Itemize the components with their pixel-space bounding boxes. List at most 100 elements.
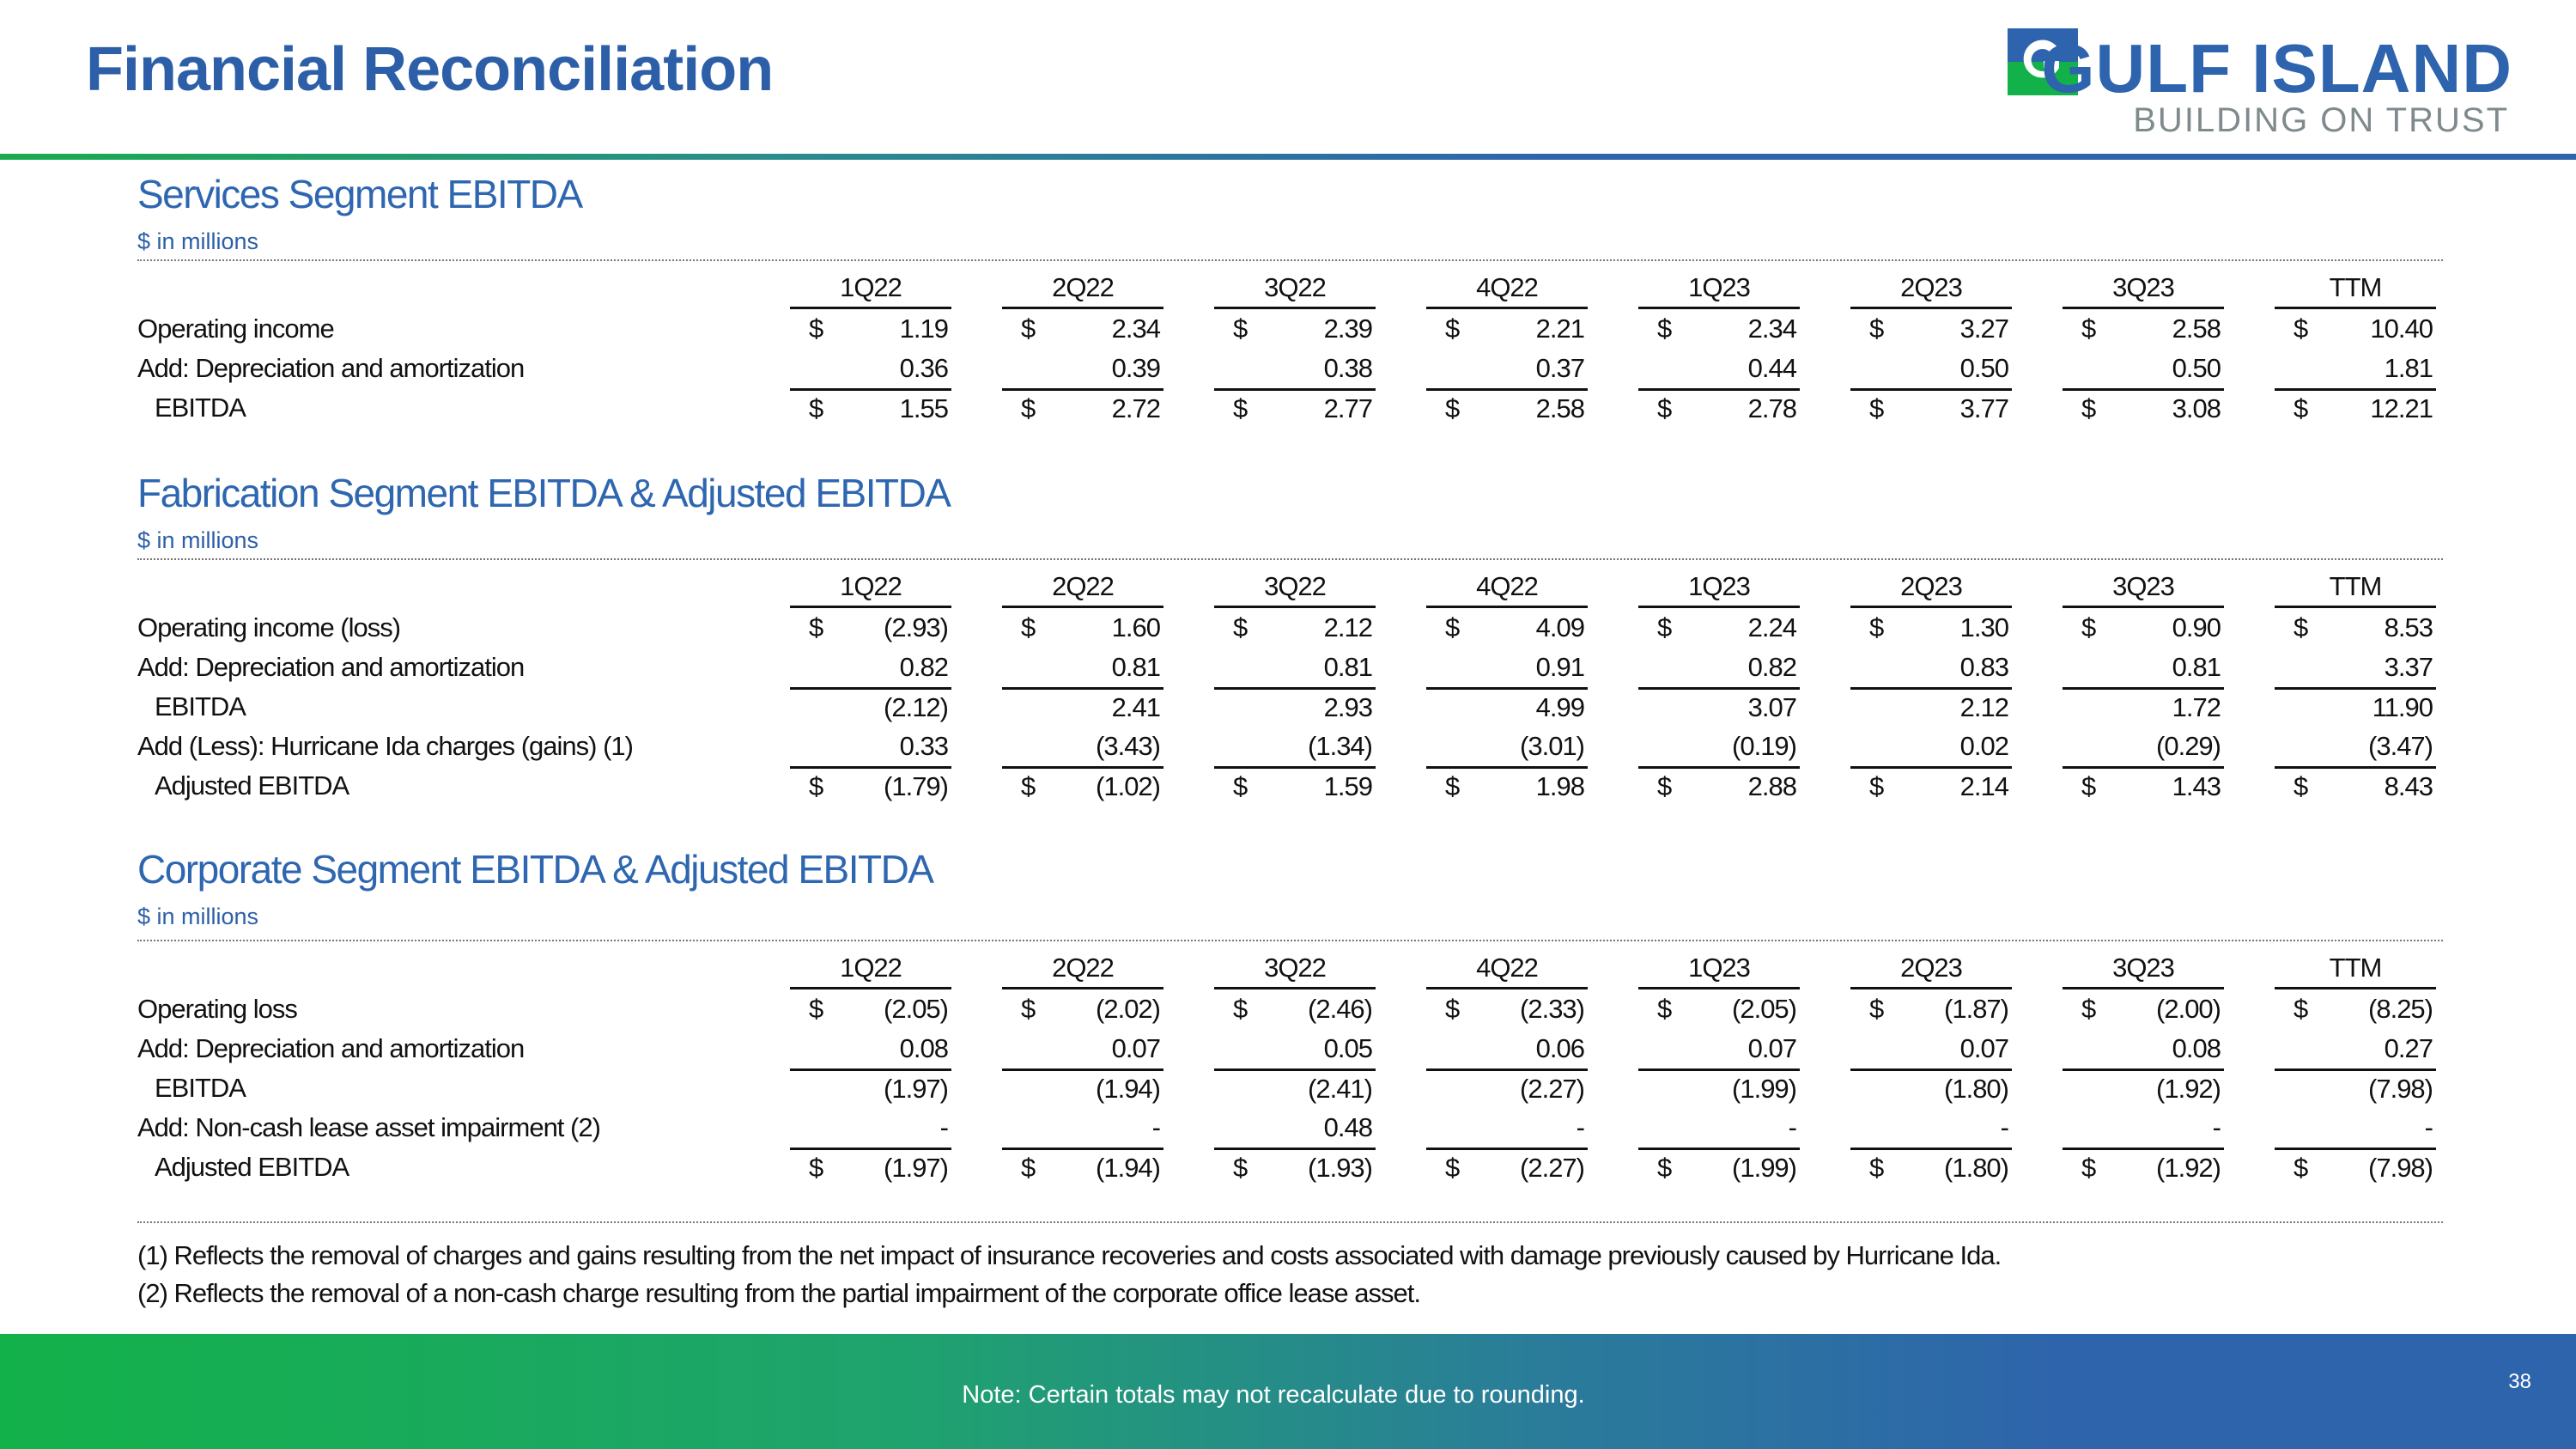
currency-symbol: $	[1869, 393, 1884, 423]
row-label: EBITDA	[155, 393, 246, 423]
cell-value: 0.38	[1323, 353, 1373, 383]
value-cell: $2.88	[1638, 766, 1800, 806]
value-cell: (1.34)	[1214, 727, 1376, 766]
table-row: Adjusted EBITDA $ (1.97) $ (1.94) $ (1.93) $ (2.…	[0, 1148, 2576, 1187]
table-row: Add (Less): Hurricane Ida charges (gains…	[0, 727, 2576, 766]
column-header: 3Q23	[2063, 947, 2224, 989]
currency-symbol: $	[2081, 771, 2096, 801]
row-label: Add: Depreciation and amortization	[137, 353, 525, 383]
value-cell: (2.12)	[790, 687, 951, 727]
currency-symbol: $	[1021, 314, 1036, 344]
cell-value: 2.93	[1323, 692, 1373, 722]
value-cell: 0.91	[1426, 648, 1588, 687]
value-cell: $ (1.99)	[1638, 1148, 1800, 1187]
cell-value: 1.43	[2172, 771, 2221, 801]
table-row: Add: Depreciation and amortization 0.08 0.…	[0, 1029, 2576, 1068]
value-cell: $ (8.25)	[2275, 989, 2436, 1029]
cell-value: 0.81	[1323, 652, 1373, 682]
cell-value: 0.81	[2172, 652, 2221, 682]
currency-symbol: $	[1869, 314, 1884, 344]
table-row: Add: Depreciation and amortization 0.82 0.…	[0, 648, 2576, 687]
cell-value: 0.91	[1535, 652, 1585, 682]
cell-value: (1.94)	[1096, 1153, 1161, 1183]
value-cell: $2.58	[1426, 388, 1588, 428]
value-cell: 4.99	[1426, 687, 1588, 727]
cell-value: 0.90	[2172, 612, 2221, 642]
currency-symbol: $	[1021, 1153, 1036, 1183]
currency-symbol: $	[2081, 393, 2096, 423]
cell-value: 1.19	[899, 314, 949, 344]
currency-symbol: $	[809, 994, 823, 1024]
currency-symbol: $	[2293, 393, 2308, 423]
table-row: Add: Non-cash lease asset impairment (2)…	[0, 1108, 2576, 1148]
cell-value: 2.77	[1323, 393, 1373, 423]
value-cell: $1.19	[790, 309, 951, 349]
row-label: Operating loss	[137, 994, 298, 1024]
logo-name: GULF ISLAND	[2041, 30, 2512, 107]
cell-value: 1.30	[1959, 612, 2009, 642]
table-row: EBITDA (2.12) 2.41 2.93 4.99 3.07 2.12 1.72 11.9…	[0, 687, 2576, 727]
cell-value: 2.12	[1959, 692, 2009, 722]
value-cell: $ (7.98)	[2275, 1148, 2436, 1187]
currency-symbol: $	[1869, 771, 1884, 801]
value-cell: $2.24	[1638, 608, 1800, 648]
value-cell: 2.12	[1850, 687, 2012, 727]
cell-value: 0.07	[1111, 1033, 1161, 1063]
value-cell: 0.48	[1214, 1108, 1376, 1148]
gulf-island-logo-icon	[2008, 28, 2078, 95]
value-cell: $ (2.93)	[790, 608, 951, 648]
value-cell: 0.82	[1638, 648, 1800, 687]
currency-symbol: $	[2293, 771, 2308, 801]
cell-value: 0.06	[1535, 1033, 1585, 1063]
logo-tagline: BUILDING ON TRUST	[2133, 101, 2509, 139]
value-cell: 0.37	[1426, 349, 1588, 388]
value-cell: (3.47)	[2275, 727, 2436, 766]
cell-value: 1.55	[899, 393, 949, 423]
value-cell: $0.90	[2063, 608, 2224, 648]
cell-value: 0.07	[1747, 1033, 1797, 1063]
footer-band: Note: Certain totals may not recalculate…	[0, 1334, 2576, 1449]
value-cell: 0.83	[1850, 648, 2012, 687]
cell-value: 0.02	[1959, 731, 2009, 761]
cell-value: 2.88	[1747, 771, 1797, 801]
value-cell: $ (2.02)	[1002, 989, 1163, 1029]
cell-value: (3.01)	[1520, 731, 1585, 761]
rounding-note: Note: Certain totals may not recalculate…	[962, 1381, 1585, 1409]
value-cell: $1.98	[1426, 766, 1588, 806]
row-label: Adjusted EBITDA	[155, 1152, 349, 1182]
value-cell: $3.77	[1850, 388, 2012, 428]
value-cell: 0.81	[2063, 648, 2224, 687]
cell-value: 1.59	[1323, 771, 1373, 801]
column-header-row: 1Q22 2Q22 3Q22 4Q22 1Q23 2Q23 3Q23 TTM	[0, 947, 2576, 989]
currency-symbol: $	[1445, 771, 1460, 801]
value-cell: $ (2.05)	[790, 989, 951, 1029]
value-cell: (1.99)	[1638, 1068, 1800, 1108]
column-header: 3Q22	[1214, 266, 1376, 309]
page-number: 38	[2508, 1370, 2531, 1393]
column-header: 1Q23	[1638, 565, 1800, 608]
cell-value: 1.81	[2384, 353, 2433, 383]
value-cell: 1.72	[2063, 687, 2224, 727]
value-cell: 0.39	[1002, 349, 1163, 388]
value-cell: -	[2063, 1108, 2224, 1148]
cell-value: (1.79)	[884, 771, 949, 801]
cell-value: (2.27)	[1520, 1153, 1585, 1183]
table-row: EBITDA (1.97) (1.94) (2.41) (2.27) (1.99) (1.8…	[0, 1068, 2576, 1108]
section-divider	[137, 558, 2443, 560]
cell-value: (1.34)	[1308, 731, 1373, 761]
row-label: Add: Depreciation and amortization	[137, 652, 525, 682]
cell-value: (7.98)	[2368, 1074, 2433, 1104]
cell-value: 2.58	[2172, 314, 2221, 344]
company-logo: GULF ISLAND BUILDING ON TRUST	[2001, 26, 2516, 139]
value-cell: 2.41	[1002, 687, 1163, 727]
column-header: 4Q22	[1426, 565, 1588, 608]
cell-value: 10.40	[2370, 314, 2433, 344]
row-label: EBITDA	[155, 691, 246, 721]
value-cell: 2.93	[1214, 687, 1376, 727]
cell-value: 3.77	[1959, 393, 2009, 423]
currency-symbol: $	[1657, 1153, 1672, 1183]
value-cell: 0.81	[1002, 648, 1163, 687]
value-cell: $2.58	[2063, 309, 2224, 349]
cell-value: 0.05	[1323, 1033, 1373, 1063]
value-cell: 0.27	[2275, 1029, 2436, 1068]
